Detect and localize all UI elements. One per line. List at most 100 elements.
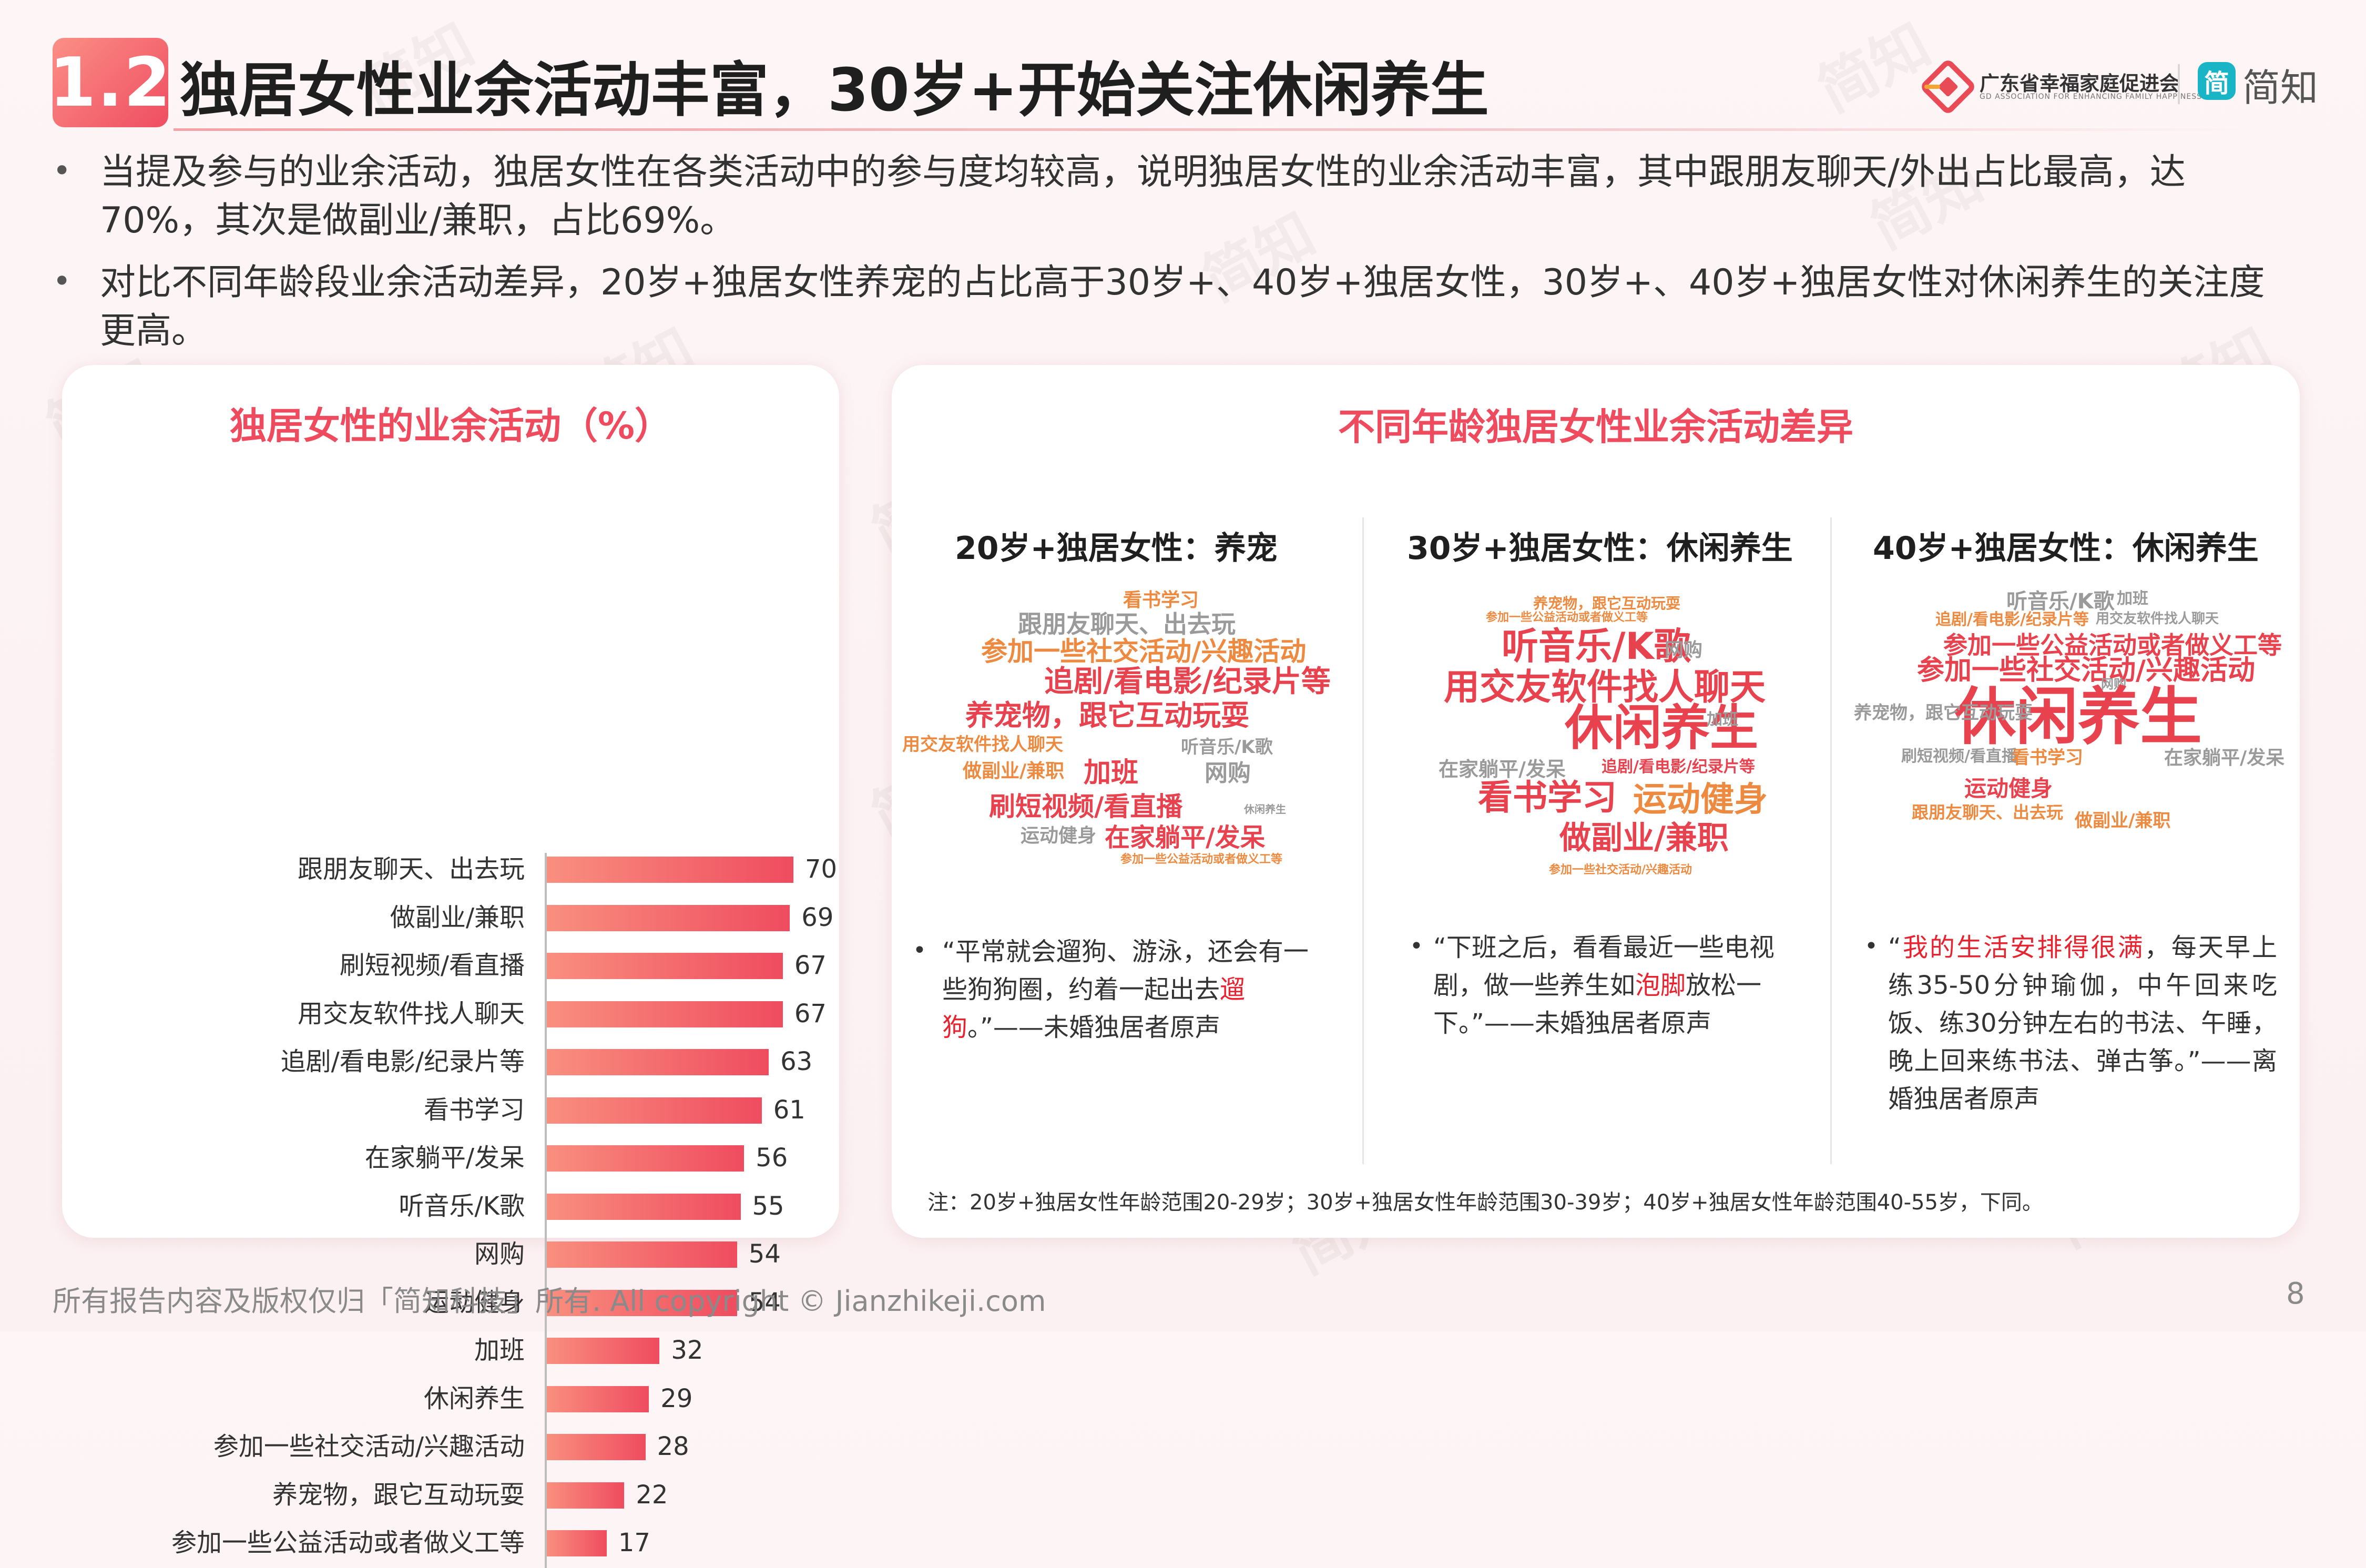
bar-value: 56: [756, 1143, 788, 1173]
word-cloud-term: 运动健身: [1021, 825, 1097, 847]
quote-bullet: •: [1864, 933, 1878, 960]
chart-axis: [545, 853, 547, 1568]
right-compare-card: 不同年龄独居女性业余活动差异 20岁+独居女性：养宠 看书学习 跟朋友聊天、出去玩…: [892, 365, 2300, 1238]
org-subtitle: GD ASSOCIATION FOR ENHANCING FAMILY HAPP…: [1980, 93, 2202, 101]
bar-label: 用交友软件找人聊天: [297, 999, 525, 1029]
org-logo-icon: [1922, 60, 1974, 113]
bar-label: 看书学习: [423, 1095, 525, 1125]
word-cloud-term: 追剧/看电影/纪录片等: [1602, 758, 1755, 776]
quote-bullet: •: [913, 937, 926, 964]
word-cloud-term: 参加一些公益活动或者做义工等: [1943, 631, 2282, 659]
word-cloud-term: 养宠物，跟它互动玩耍: [1854, 702, 2033, 724]
word-cloud-term: 在家躺平/发呆: [2164, 747, 2285, 769]
word-cloud-term: 加班: [2117, 589, 2148, 608]
word-cloud-term: 听音乐/K歌: [1181, 737, 1273, 758]
bar-label: 参加一些公益活动或者做义工等: [171, 1528, 525, 1557]
bar-value: 17: [618, 1528, 650, 1557]
bar-label: 网购: [474, 1239, 525, 1269]
bar: [547, 1049, 769, 1075]
word-cloud-term: 跟朋友聊天、出去玩: [1018, 610, 1236, 638]
bar-value: 61: [773, 1095, 805, 1125]
bullet-text-2: 对比不同年龄段业余活动差异，20岁+独居女性养宠的占比高于30岁+、40岁+独居…: [100, 262, 2265, 352]
page-title: 独居女性业余活动丰富，30岁+开始关注休闲养生: [180, 56, 1489, 125]
bar-value: 69: [801, 902, 834, 932]
compare-title: 不同年龄独居女性业余活动差异: [1338, 405, 1853, 449]
quote-text: “平常就会遛狗、游泳，还会有一些狗狗圈，约着一起出去: [942, 937, 1309, 1004]
title-divider: [174, 128, 2256, 131]
word-cloud-term: 网购: [1665, 639, 1703, 661]
word-cloud-term: 用交友软件找人聊天: [1444, 667, 1766, 708]
chart-title: 独居女性的业余活动（%）: [229, 404, 672, 447]
bar-label: 加班: [474, 1336, 525, 1365]
bar: [547, 953, 783, 979]
word-cloud-term: 养宠物，跟它互动玩耍: [1533, 595, 1681, 612]
bar: [547, 1482, 625, 1509]
word-cloud-term: 休闲养生: [1565, 700, 1759, 756]
bullet-text-1: 当提及参与的业余活动，独居女性在各类活动中的参与度均较高，说明独居女性的业余活动…: [100, 151, 2186, 241]
word-cloud-term: 参加一些公益活动或者做义工等: [1486, 611, 1648, 624]
quote-40: “我的生活安排得很满，每天早上练35-50分钟瑜伽，中午回来吃饭、练30分钟左右…: [1888, 929, 2277, 1118]
bar-label: 听音乐/K歌: [399, 1191, 525, 1221]
bar: [547, 1145, 745, 1172]
word-cloud-term: 看书学习: [1123, 589, 1199, 611]
quote-highlight: 泡脚: [1635, 971, 1686, 1000]
bullet-marker: •: [53, 263, 72, 300]
bar-label: 休闲养生: [423, 1383, 525, 1413]
bar: [547, 1097, 762, 1124]
bar-label: 养宠物，跟它互动玩耍: [272, 1480, 525, 1510]
word-cloud-30: 养宠物，跟它互动玩耍 参加一些公益活动或者做义工等 听音乐/K歌 网购用交友软件找人聊…: [1375, 591, 1828, 885]
bar: [547, 1434, 646, 1460]
age-range-note: 注：20岁+独居女性年龄范围20-29岁；30岁+独居女性年龄范围30-39岁；…: [927, 1190, 2043, 1215]
word-cloud-term: 运动健身: [1964, 776, 2053, 801]
quote-highlight: 我的生活安排得很满: [1901, 933, 2145, 962]
org-name: 广东省幸福家庭促进会: [1980, 72, 2180, 95]
word-cloud-term: 追剧/看电影/纪录片等: [1044, 665, 1331, 699]
bar: [547, 1338, 660, 1364]
word-cloud-term: 听音乐/K歌: [2006, 589, 2115, 614]
bar: [547, 1289, 737, 1316]
word-cloud-term: 刷短视频/看直播: [989, 791, 1183, 822]
quote-text: 放松一下。”——未婚独居者原声: [1433, 971, 1762, 1038]
word-cloud-term: 追剧/看电影/纪录片等: [1935, 610, 2089, 629]
word-cloud-term: 看书学习: [2012, 747, 2083, 768]
bar-label: 刷短视频/看直播: [339, 951, 525, 980]
word-cloud-term: 在家躺平/发呆: [1105, 823, 1266, 852]
bar-value: 29: [660, 1383, 693, 1413]
word-cloud-term: 刷短视频/看直播: [1901, 747, 2017, 766]
word-cloud-20: 看书学习 跟朋友聊天、出去玩 参加一些社交活动/兴趣活动 追剧/看电影/纪录片等 养宠物…: [902, 591, 1354, 885]
bar-label: 在家躺平/发呆: [364, 1143, 525, 1173]
section-number-badge: 1.2: [49, 38, 170, 127]
column-divider: [1362, 517, 1364, 1164]
bar-value: 54: [748, 1239, 781, 1269]
footer-copyright: 所有报告内容及版权仅归「简知科技」所有. All copyright © Jia…: [53, 1285, 1046, 1318]
bar-label: 参加一些社交活动/兴趣活动: [213, 1432, 525, 1461]
bar-label: 运动健身: [423, 1287, 525, 1317]
word-cloud-term: 养宠物，跟它互动玩耍: [965, 699, 1249, 732]
bar-value: 67: [794, 951, 827, 980]
brand-name: 简知: [2242, 66, 2319, 110]
logo-separator: [2178, 64, 2180, 104]
word-cloud-term: 休闲养生: [1244, 803, 1286, 816]
bar: [547, 1530, 607, 1556]
quote-bullet: •: [1410, 933, 1423, 960]
bullet-marker: •: [53, 152, 72, 189]
bar: [547, 857, 793, 883]
quote-text: 。”——未婚独居者原声: [967, 1013, 1220, 1042]
word-cloud-term: 参加一些社交活动/兴趣活动: [1917, 655, 2255, 686]
column-divider: [1830, 517, 1832, 1164]
bar-value: 22: [636, 1480, 668, 1510]
word-cloud-term: 听音乐/K歌: [1502, 625, 1691, 668]
word-cloud-term: 网购: [2101, 677, 2126, 691]
bar-value: 28: [657, 1432, 689, 1461]
bar-value: 70: [805, 854, 838, 884]
bar: [547, 1241, 737, 1268]
word-cloud-term: 加班: [1707, 710, 1738, 729]
bar-label: 追剧/看电影/纪录片等: [280, 1047, 525, 1076]
word-cloud-term: 做副业/兼职: [2075, 810, 2171, 831]
bar-label: 跟朋友聊天、出去玩: [297, 854, 525, 884]
bar-value: 67: [794, 999, 827, 1029]
bar: [547, 1001, 783, 1027]
bar: [547, 1386, 649, 1412]
word-cloud-term: 加班: [1084, 757, 1139, 789]
quote-30: “下班之后，看看最近一些电视剧，做一些养生如泡脚放松一下。”——未婚独居者原声: [1433, 929, 1812, 1042]
